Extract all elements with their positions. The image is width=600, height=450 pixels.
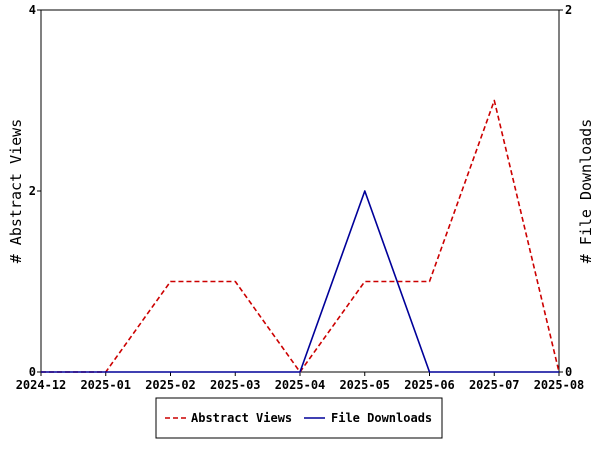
legend-label-abstract-views: Abstract Views xyxy=(191,411,292,425)
right-axis-ticks: 02 xyxy=(559,3,572,379)
x-tick-label: 2025-07 xyxy=(469,378,520,392)
x-tick-label: 2025-05 xyxy=(339,378,390,392)
x-axis-ticks: 2024-12 2025-01 2025-02 2025-03 2025-04 2025-… xyxy=(16,372,585,392)
legend-label-file-downloads: File Downloads xyxy=(331,411,432,425)
x-tick-label: 2025-03 xyxy=(210,378,261,392)
x-tick-label: 2025-01 xyxy=(80,378,131,392)
series-line-file-downloads xyxy=(41,190,559,373)
x-tick-label: 2025-02 xyxy=(145,378,196,392)
y-axis-label-left: # Abstract Views xyxy=(7,119,25,264)
left-tick-label: 2 xyxy=(29,184,36,198)
y-axis-label-right: # File Downloads xyxy=(577,119,595,264)
legend: Abstract Views File Downloads xyxy=(155,397,443,439)
left-axis-ticks: 0 2 4 xyxy=(29,3,41,379)
series-lines xyxy=(40,99,560,373)
right-tick-label: 2 xyxy=(565,3,572,17)
left-tick-label: 4 xyxy=(29,3,36,17)
legend-box xyxy=(155,397,443,439)
plot-border xyxy=(40,9,560,373)
x-tick-label: 2025-08 xyxy=(534,378,585,392)
plot-frame xyxy=(40,9,560,373)
right-tick-label: 0 xyxy=(565,365,572,379)
series-line-abstract-views xyxy=(41,99,560,373)
x-tick-label: 2025-04 xyxy=(275,378,326,392)
x-tick-label: 2025-06 xyxy=(404,378,455,392)
left-tick-label: 0 xyxy=(29,365,36,379)
x-tick-label: 2024-12 xyxy=(16,378,67,392)
